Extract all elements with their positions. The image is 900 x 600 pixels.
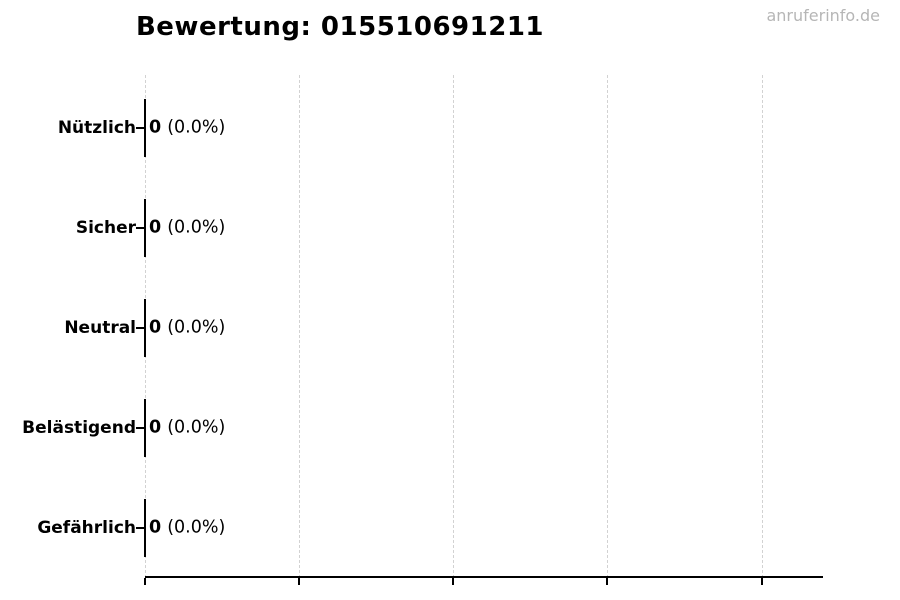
category-label: Belästigend — [22, 418, 136, 438]
x-axis-tick — [452, 578, 454, 585]
category-label: Nützlich — [57, 118, 136, 138]
x-axis-tick — [144, 578, 146, 585]
x-axis-tick — [761, 578, 763, 585]
chart-title: Bewertung: 015510691211 — [135, 12, 545, 42]
value-label: 0 (0.0%) — [149, 118, 225, 138]
bar-zero-width — [144, 299, 146, 357]
value-count: 0 — [149, 217, 162, 238]
value-label: 0 (0.0%) — [149, 318, 225, 338]
bar-zero-width — [144, 399, 146, 457]
value-label: 0 (0.0%) — [149, 518, 225, 538]
chart-row: Gefährlich 0 (0.0%) — [37, 75, 823, 578]
value-percent: (0.0%) — [167, 517, 226, 538]
value-count: 0 — [149, 117, 162, 138]
gridline — [299, 75, 300, 578]
category-label: Gefährlich — [37, 518, 136, 538]
category-label: Neutral — [64, 318, 136, 338]
y-axis-tick — [136, 527, 144, 529]
value-count: 0 — [149, 417, 162, 438]
value-label: 0 (0.0%) — [149, 418, 225, 438]
chart-row: Sicher 0 (0.0%) — [76, 75, 823, 578]
value-percent: (0.0%) — [167, 117, 226, 138]
chart-row: Nützlich 0 (0.0%) — [58, 75, 823, 578]
plot-area: Nützlich 0 (0.0%) Sicher 0 (0.0%) Neutral … — [22, 75, 823, 585]
bar-zero-width — [144, 99, 146, 157]
x-axis-tick — [298, 578, 300, 585]
gridline — [607, 75, 608, 578]
y-axis-tick — [136, 227, 144, 229]
x-axis-line — [145, 576, 823, 578]
value-percent: (0.0%) — [167, 317, 226, 338]
y-axis-tick — [136, 427, 144, 429]
bar-zero-width — [144, 199, 146, 257]
category-label: Sicher — [75, 218, 136, 238]
value-count: 0 — [149, 317, 162, 338]
watermark: anruferinfo.de — [766, 6, 880, 25]
value-percent: (0.0%) — [167, 217, 226, 238]
gridline — [453, 75, 454, 578]
gridline — [762, 75, 763, 578]
chart-row: Belästigend 0 (0.0%) — [22, 75, 823, 578]
value-count: 0 — [149, 517, 162, 538]
chart-row: Neutral 0 (0.0%) — [64, 75, 823, 578]
y-axis-tick — [136, 327, 144, 329]
x-axis-tick — [606, 578, 608, 585]
value-percent: (0.0%) — [167, 417, 226, 438]
y-axis-tick — [136, 127, 144, 129]
bar-zero-width — [144, 499, 146, 557]
value-label: 0 (0.0%) — [149, 218, 225, 238]
